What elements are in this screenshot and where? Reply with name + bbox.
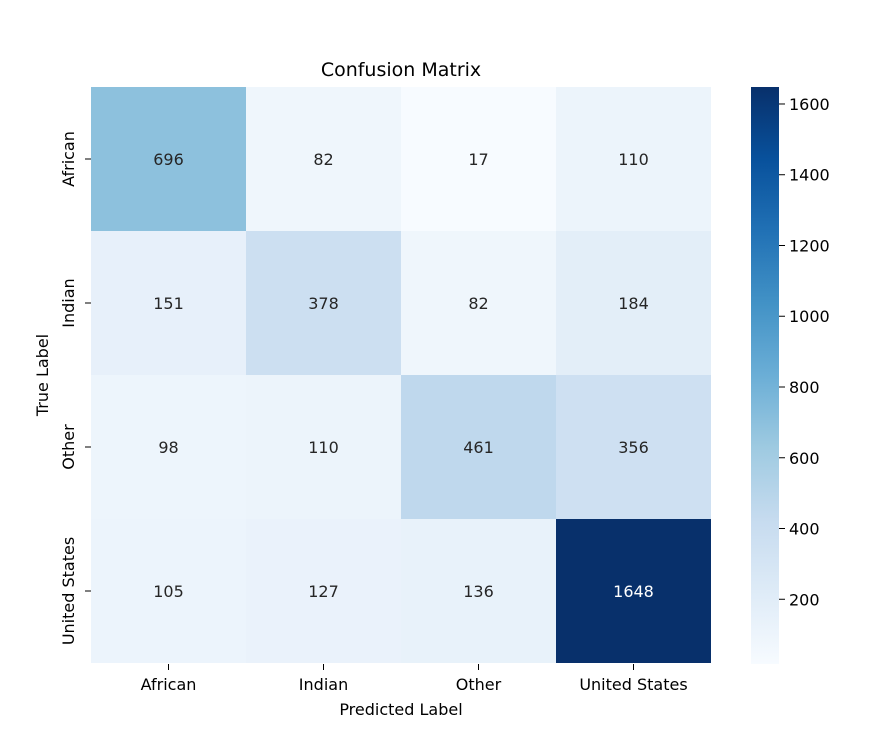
cell-value-label: 17	[468, 150, 488, 169]
colorbar	[751, 87, 779, 664]
cell-value-label: 82	[468, 294, 488, 313]
heatmap-cell	[556, 375, 711, 519]
heatmap-cell	[401, 231, 556, 375]
cell-value-label: 151	[153, 294, 184, 313]
cell-value-label: 110	[308, 438, 339, 457]
colorbar-tick-label: 1600	[789, 95, 830, 114]
heatmap-cell	[91, 375, 246, 519]
y-tick-label: United States	[59, 537, 78, 645]
heatmap-cells: 696 82 17 110 151 378 82 184 98 110 461 356 105 127 13…	[91, 87, 711, 663]
cell-value-label: 82	[313, 150, 333, 169]
heatmap-cell	[556, 231, 711, 375]
cell-value-label: 461	[463, 438, 494, 457]
y-tick-label: Other	[59, 424, 78, 470]
colorbar-tick-label: 600	[789, 449, 820, 468]
cell-value-label: 378	[308, 294, 339, 313]
cell-value-label: 98	[158, 438, 178, 457]
heatmap-cell	[246, 87, 401, 231]
x-tick-label: Other	[456, 675, 502, 694]
cell-value-label: 105	[153, 582, 184, 601]
cell-value-label: 356	[618, 438, 649, 457]
colorbar-tick-label: 1400	[789, 166, 830, 185]
colorbar-tick-label: 1000	[789, 307, 830, 326]
heatmap-cell	[401, 519, 556, 663]
heatmap-cell	[246, 375, 401, 519]
colorbar-tick-label: 800	[789, 378, 820, 397]
cell-value-label: 1648	[613, 582, 654, 601]
heatmap-cell	[246, 231, 401, 375]
heatmap-cell	[401, 375, 556, 519]
cell-value-label: 184	[618, 294, 649, 313]
colorbar-ticks: 200 400 600 800 1000 1200 1400 1600	[779, 95, 830, 609]
heatmap-cell	[556, 87, 711, 231]
y-tick-label: Indian	[59, 278, 78, 327]
y-tick-label: African	[59, 131, 78, 187]
heatmap-cell	[91, 87, 246, 231]
colorbar-tick-label: 1200	[789, 236, 830, 255]
chart-title: Confusion Matrix	[321, 59, 481, 81]
colorbar-tick-label: 200	[789, 590, 820, 609]
heatmap-cell	[401, 87, 556, 231]
y-axis-ticks: African Indian Other United States	[59, 131, 91, 645]
cell-value-label: 110	[618, 150, 649, 169]
cell-value-label: 136	[463, 582, 494, 601]
x-tick-label: United States	[579, 675, 687, 694]
x-tick-label: African	[141, 675, 197, 694]
heatmap-cell	[91, 231, 246, 375]
heatmap-cell	[556, 519, 711, 663]
y-axis-label: True Label	[33, 334, 52, 417]
x-axis-label: Predicted Label	[339, 700, 462, 719]
x-tick-label: Indian	[299, 675, 348, 694]
x-axis-ticks: African Indian Other United States	[141, 664, 688, 694]
heatmap-cell	[91, 519, 246, 663]
heatmap-cell	[246, 519, 401, 663]
cell-value-label: 127	[308, 582, 339, 601]
colorbar-tick-label: 400	[789, 520, 820, 539]
cell-value-label: 696	[153, 150, 184, 169]
